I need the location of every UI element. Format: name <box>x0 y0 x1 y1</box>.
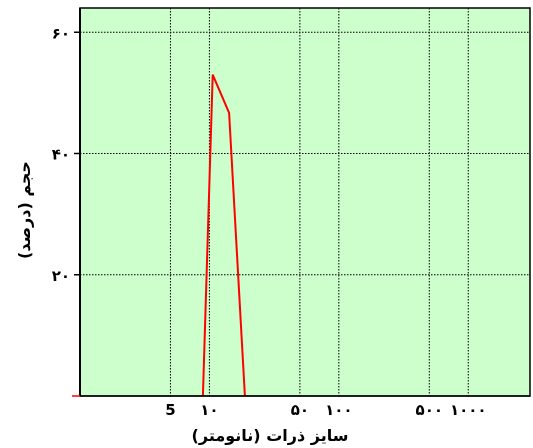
y-tick-label: ۶۰ <box>52 24 70 42</box>
series-layer <box>201 74 246 397</box>
plot-area <box>80 8 530 396</box>
x-axis-title: سایز ذرات (نانومتر) <box>192 426 349 445</box>
x-tick-labels: 5 ۱۰ ۵۰ ۱۰۰ ۵۰۰ ۱۰۰۰ <box>165 401 486 419</box>
y-tick-labels: ۲۰ ۴۰ ۶۰ <box>52 24 70 285</box>
y-axis-title: حجم (درصد) <box>15 161 34 259</box>
x-tick-label: ۵۰۰ <box>416 401 443 419</box>
series-line-0 <box>201 74 246 397</box>
y-tick-label: ۲۰ <box>52 267 70 285</box>
x-tick-label: ۱۰۰ <box>325 401 352 419</box>
x-tick-label: ۱۰ <box>200 401 218 419</box>
x-tick-label: 5 <box>165 401 175 419</box>
x-tick-label: ۱۰۰۰ <box>450 401 487 419</box>
x-tick-label: ۵۰ <box>291 401 309 419</box>
y-tick-label: ۴۰ <box>52 146 70 164</box>
grid-lines <box>80 8 530 396</box>
plot-frame <box>72 7 531 397</box>
